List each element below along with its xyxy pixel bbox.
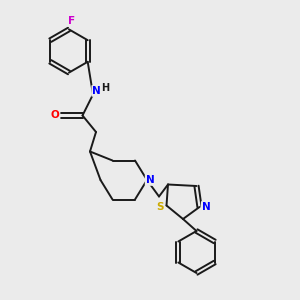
Text: H: H — [101, 83, 110, 93]
Text: S: S — [156, 202, 164, 212]
Text: N: N — [92, 86, 101, 96]
Text: N: N — [202, 202, 211, 212]
Text: F: F — [68, 16, 75, 26]
Text: N: N — [146, 175, 154, 185]
Text: O: O — [50, 110, 59, 121]
